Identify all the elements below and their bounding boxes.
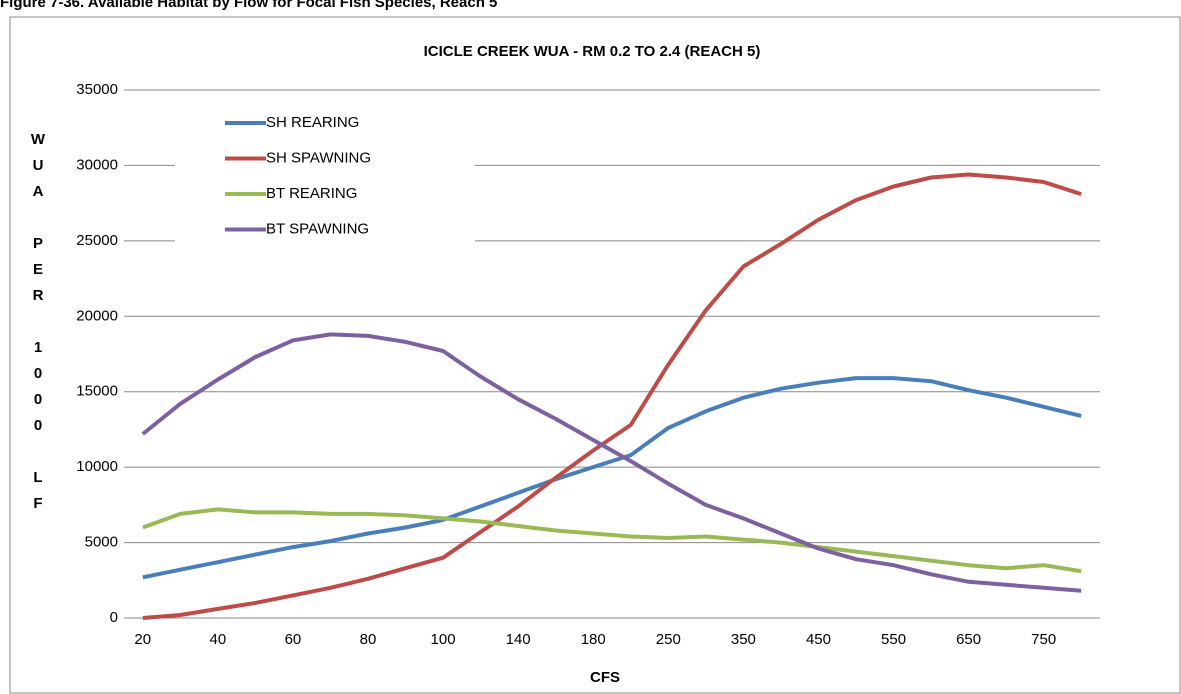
legend-label: BT REARING [266, 185, 357, 202]
legend-label: BT SPAWNING [266, 220, 369, 237]
series-line [142, 376, 1082, 580]
x-tick-label: 550 [881, 631, 906, 648]
x-tick-label: 350 [731, 631, 756, 648]
x-axis-label: CFS [590, 669, 620, 686]
y-tick-label: 0 [110, 609, 118, 626]
legend-label: SH REARING [266, 114, 359, 131]
legend-background [175, 105, 475, 250]
series-line [142, 507, 1082, 574]
x-tick-label: 60 [285, 631, 302, 648]
legend-label: SH SPAWNING [266, 149, 371, 166]
y-tick-label: 5000 [85, 534, 118, 551]
x-tick-label: 20 [134, 631, 151, 648]
x-tick-label: 140 [506, 631, 531, 648]
y-tick-label: 15000 [76, 383, 118, 400]
figure-caption: Figure 7-36. Available Habitat by Flow f… [0, 0, 497, 11]
y-tick-label: 10000 [76, 458, 118, 475]
y-tick-label: 30000 [76, 156, 118, 173]
x-tick-label: 650 [956, 631, 981, 648]
x-tick-label: 80 [360, 631, 377, 648]
series-line [141, 332, 1082, 593]
x-tick-label: 180 [581, 631, 606, 648]
y-tick-label: 35000 [76, 81, 118, 98]
x-tick-label: 750 [1031, 631, 1056, 648]
chart-title: ICICLE CREEK WUA - RM 0.2 TO 2.4 (REACH … [424, 43, 761, 60]
x-tick-label: 40 [210, 631, 227, 648]
series-line [142, 172, 1082, 620]
y-tick-label: 25000 [76, 232, 118, 249]
x-tick-label: 250 [656, 631, 681, 648]
x-tick-label: 450 [806, 631, 831, 648]
y-tick-label: 20000 [76, 307, 118, 324]
x-tick-label: 100 [431, 631, 456, 648]
